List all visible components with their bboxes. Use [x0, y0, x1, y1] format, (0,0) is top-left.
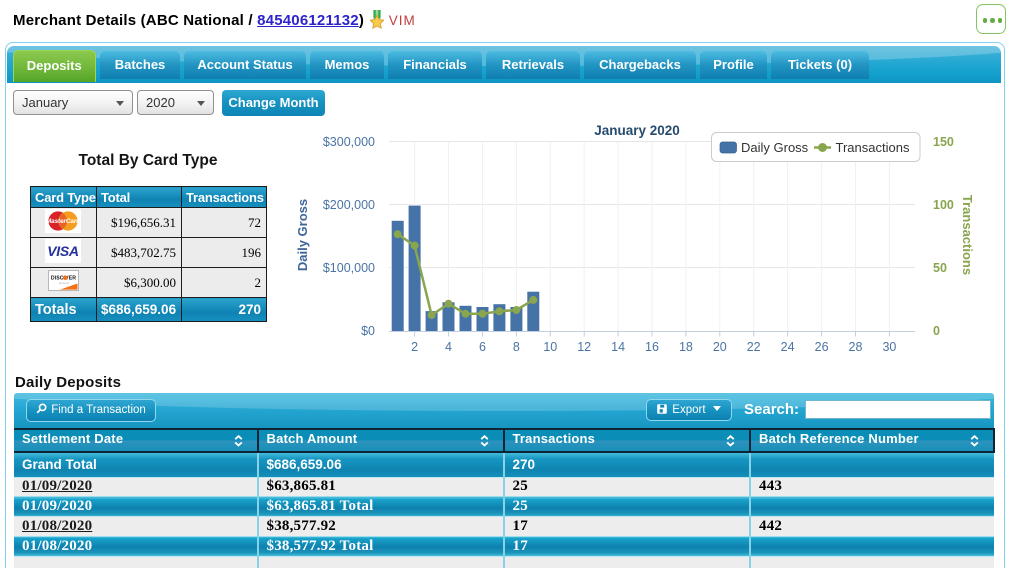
svg-text:$0: $0: [361, 324, 375, 338]
svg-text:12: 12: [577, 340, 591, 354]
svg-text:8: 8: [513, 340, 520, 354]
svg-text:January 2020: January 2020: [594, 123, 680, 138]
svg-text:30: 30: [882, 340, 896, 354]
svg-text:VISA: VISA: [47, 243, 79, 259]
svg-text:$200,000: $200,000: [323, 198, 375, 212]
svg-text:16: 16: [645, 340, 659, 354]
svg-text:14: 14: [611, 340, 625, 354]
svg-text:Daily Gross: Daily Gross: [295, 199, 310, 271]
svg-text:4: 4: [445, 340, 452, 354]
svg-text:Transactions: Transactions: [960, 195, 975, 275]
svg-text:18: 18: [679, 340, 693, 354]
svg-text:26: 26: [815, 340, 829, 354]
svg-text:0: 0: [933, 324, 940, 338]
svg-text:22: 22: [747, 340, 761, 354]
svg-text:MasterCard: MasterCard: [46, 218, 81, 225]
svg-text:150: 150: [933, 135, 954, 149]
svg-text:10: 10: [543, 340, 557, 354]
svg-text:28: 28: [849, 340, 863, 354]
svg-text:100: 100: [933, 198, 954, 212]
svg-text:Transactions: Transactions: [836, 140, 910, 155]
svg-text:$100,000: $100,000: [323, 261, 375, 275]
svg-text:24: 24: [781, 340, 795, 354]
svg-text:NETWORK: NETWORK: [58, 283, 69, 285]
svg-text:20: 20: [713, 340, 727, 354]
svg-text:$300,000: $300,000: [323, 135, 375, 149]
svg-text:50: 50: [933, 261, 947, 275]
svg-text:2: 2: [411, 340, 418, 354]
svg-text:Daily Gross: Daily Gross: [741, 140, 809, 155]
svg-text:6: 6: [479, 340, 486, 354]
